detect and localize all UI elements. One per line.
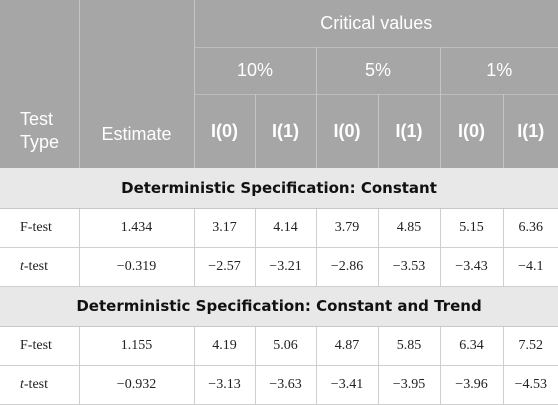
bound-header: I(0) [316, 93, 379, 168]
section-row: Deterministic Specification: Constant [0, 168, 558, 209]
critical-value-cell: 5.15 [440, 208, 504, 248]
test-suffix: -test [27, 337, 52, 353]
test-type-cell: F-test [0, 326, 80, 366]
test-suffix: -test [23, 258, 48, 274]
critical-value-cell: −3.53 [378, 247, 441, 287]
critical-values-header: Critical values [194, 0, 558, 47]
critical-value-cell: −3.95 [378, 365, 441, 405]
level-10-header: 10% [194, 46, 317, 94]
test-prefix: t [20, 376, 24, 392]
header-row-critical: Test Type Estimate Critical values [0, 0, 558, 168]
table-row: t-test −0.319 −2.57 −3.21 −2.86 −3.53 −3.43 −4.… [0, 247, 558, 287]
bound-header: I(1) [503, 93, 558, 168]
critical-value-cell: 3.17 [194, 208, 256, 248]
estimate-cell: −0.319 [79, 247, 195, 287]
critical-value-cell: 3.79 [316, 208, 379, 248]
critical-value-cell: 6.36 [503, 208, 558, 248]
test-suffix: -test [23, 376, 48, 392]
estimate-header: Estimate [79, 0, 195, 168]
bound-header: I(1) [255, 93, 317, 168]
estimate-cell: 1.434 [79, 208, 195, 248]
test-prefix: t [20, 258, 24, 274]
level-5-header: 5% [316, 46, 441, 94]
section-title: Deterministic Specification: Constant an… [0, 286, 558, 327]
critical-value-cell: 7.52 [503, 326, 558, 366]
table-row: F-test 1.155 4.19 5.06 4.87 5.85 6.34 7.52 [0, 326, 558, 366]
critical-value-cell: 4.85 [378, 208, 441, 248]
test-type-line2: Type [20, 132, 60, 152]
critical-value-cell: −3.63 [255, 365, 317, 405]
test-type-cell: F-test [0, 208, 80, 248]
bound-header: I(0) [194, 93, 256, 168]
test-suffix: -test [27, 219, 52, 235]
bound-header: I(1) [378, 93, 441, 168]
section-row: Deterministic Specification: Constant an… [0, 286, 558, 327]
critical-value-cell: −4.1 [503, 247, 558, 287]
test-type-cell: t-test [0, 365, 80, 405]
critical-value-cell: 6.34 [440, 326, 504, 366]
test-type-header: Test Type [0, 0, 80, 168]
critical-value-cell: 4.87 [316, 326, 379, 366]
critical-value-cell: 4.14 [255, 208, 317, 248]
section-title: Deterministic Specification: Constant [0, 168, 558, 209]
critical-value-cell: −3.41 [316, 365, 379, 405]
critical-value-cell: −4.53 [503, 365, 558, 405]
header-row-levels: 10% 5% 1% [0, 46, 558, 94]
bound-header: I(0) [440, 93, 504, 168]
table-row: t-test −0.932 −3.13 −3.63 −3.41 −3.95 −3.96 −4.… [0, 365, 558, 405]
critical-value-cell: −3.21 [255, 247, 317, 287]
table-body: Deterministic Specification: Constant F-t… [0, 168, 558, 405]
test-prefix: F [20, 219, 28, 235]
estimate-cell: 1.155 [79, 326, 195, 366]
table-row: F-test 1.434 3.17 4.14 3.79 4.85 5.15 6.36 [0, 208, 558, 248]
critical-value-cell: 5.85 [378, 326, 441, 366]
critical-value-cell: 4.19 [194, 326, 256, 366]
critical-value-cell: −2.86 [316, 247, 379, 287]
critical-value-cell: −3.43 [440, 247, 504, 287]
critical-value-cell: −3.13 [194, 365, 256, 405]
estimate-cell: −0.932 [79, 365, 195, 405]
critical-value-cell: 5.06 [255, 326, 317, 366]
test-type-line1: Test [20, 109, 54, 129]
level-1-header: 1% [440, 46, 558, 94]
header-row-bounds: I(0) I(1) I(0) I(1) I(0) I(1) [0, 93, 558, 168]
test-type-cell: t-test [0, 247, 80, 287]
critical-value-cell: −2.57 [194, 247, 256, 287]
critical-value-cell: −3.96 [440, 365, 504, 405]
test-prefix: F [20, 337, 28, 353]
